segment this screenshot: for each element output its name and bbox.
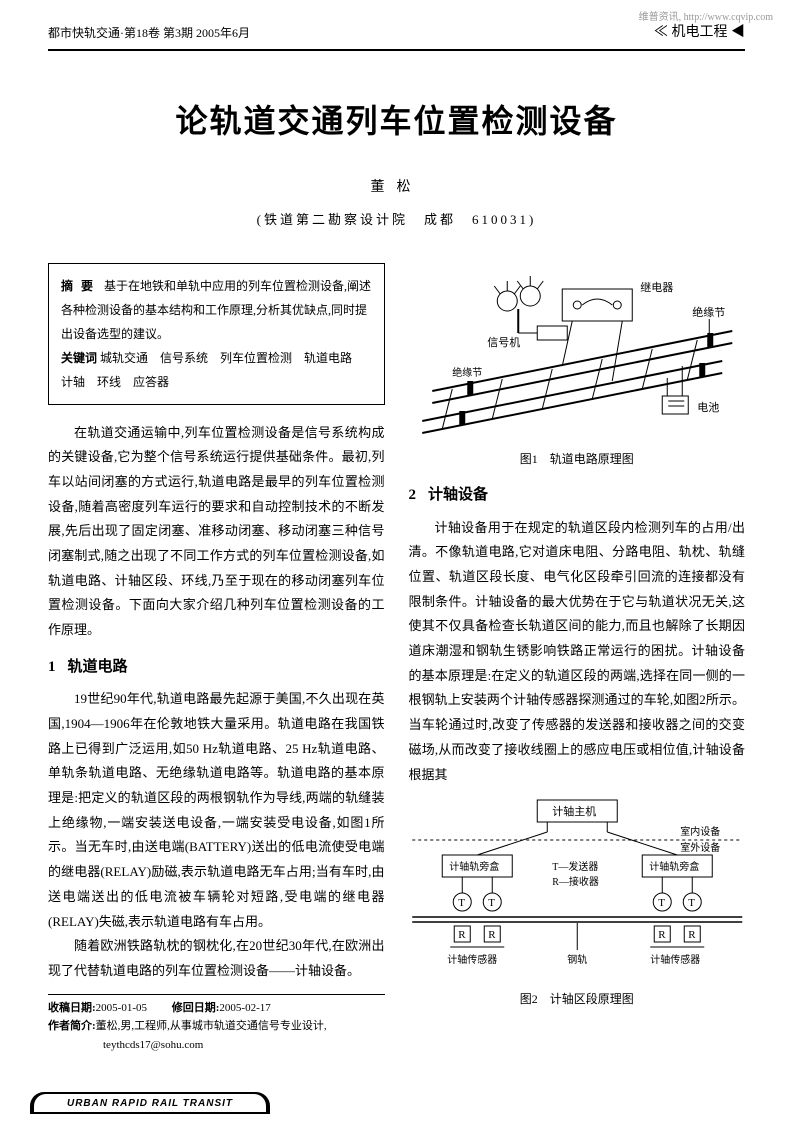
svg-text:R: R xyxy=(658,929,666,941)
footnote-author: 作者简介:董松,男,工程师,从事城市轨道交通信号专业设计, xyxy=(48,1017,385,1036)
abstract-label: 摘要 xyxy=(61,279,101,293)
section-2-text: 计轴设备 xyxy=(428,487,488,503)
svg-text:计轴主机: 计轴主机 xyxy=(552,804,596,818)
left-column: 摘要 基于在地铁和单轨中应用的列车位置检测设备,阐述各种检测设备的基本结构和工作… xyxy=(48,263,385,1055)
footnote: 收稿日期:2005-01-05 修回日期:2005-02-17 作者简介:董松,… xyxy=(48,999,385,1055)
abstract-text: 摘要 基于在地铁和单轨中应用的列车位置检测设备,阐述各种检测设备的基本结构和工作… xyxy=(61,274,372,346)
footnote-email: teythcds17@sohu.com xyxy=(48,1036,385,1055)
svg-text:T: T xyxy=(458,897,465,909)
s2-para-1: 计轴设备用于在规定的轨道区段内检测列车的占用/出清。不像轨道电路,它对道床电阻、… xyxy=(409,516,746,788)
section-1-num: 1 xyxy=(48,659,56,675)
svg-text:R: R xyxy=(688,929,696,941)
svg-text:电池: 电池 xyxy=(697,401,719,414)
footer-tab: URBAN RAPID RAIL TRANSIT xyxy=(30,1092,270,1114)
svg-text:R—接收器: R—接收器 xyxy=(552,875,599,888)
watermark: 维普资讯, http://www.cqvip.com xyxy=(639,8,773,27)
svg-text:信号机: 信号机 xyxy=(487,335,520,349)
svg-text:钢轨: 钢轨 xyxy=(567,953,587,966)
keywords-body: 城轨交通 信号系统 列车位置检测 轨道电路 计轴 环线 应答器 xyxy=(61,351,364,389)
s1-para-1: 19世纪90年代,轨道电路最先起源于美国,不久出现在英国,1904—1906年在… xyxy=(48,687,385,934)
section-1-title: 1 轨道电路 xyxy=(48,653,385,682)
content-columns: 摘要 基于在地铁和单轨中应用的列车位置检测设备,阐述各种检测设备的基本结构和工作… xyxy=(48,263,745,1055)
s1-para-2: 随着欧洲铁路轨枕的钢枕化,在20世纪30年代,在欧洲出现了代替轨道电路的列车位置… xyxy=(48,934,385,983)
svg-text:室内设备: 室内设备 xyxy=(680,825,720,838)
abstract-box: 摘要 基于在地铁和单轨中应用的列车位置检测设备,阐述各种检测设备的基本结构和工作… xyxy=(48,263,385,405)
section-2-title: 2 计轴设备 xyxy=(409,481,746,510)
paper-title: 论轨道交通列车位置检测设备 xyxy=(48,91,745,152)
svg-text:继电器: 继电器 xyxy=(640,281,673,294)
figure-1-caption: 图1 轨道电路原理图 xyxy=(409,448,746,471)
figure-2-caption: 图2 计轴区段原理图 xyxy=(409,988,746,1011)
footer-text: URBAN RAPID RAIL TRANSIT xyxy=(34,1094,266,1112)
figure-2-svg: 计轴主机 室内设备 室外设备 计轴轨旁盒 计轴轨旁盒 T—发送器 R— xyxy=(409,795,746,975)
figure-1-svg: 继电器 信号机 绝缘节 绝缘节 电池 xyxy=(409,271,746,436)
svg-text:绝缘节: 绝缘节 xyxy=(452,366,482,379)
intro-paragraph: 在轨道交通运输中,列车位置检测设备是信号系统构成的关键设备,它为整个信号系统运行… xyxy=(48,421,385,643)
section-2-num: 2 xyxy=(409,487,417,503)
author: 董松 xyxy=(48,175,745,202)
svg-text:室外设备: 室外设备 xyxy=(680,841,720,854)
keywords: 关键词 城轨交通 信号系统 列车位置检测 轨道电路 计轴 环线 应答器 xyxy=(61,346,372,394)
footnote-separator xyxy=(48,994,385,995)
svg-text:计轴传感器: 计轴传感器 xyxy=(447,953,497,966)
abstract-body: 基于在地铁和单轨中应用的列车位置检测设备,阐述各种检测设备的基本结构和工作原理,… xyxy=(61,279,371,341)
svg-text:绝缘节: 绝缘节 xyxy=(692,305,725,319)
svg-text:T: T xyxy=(658,897,665,909)
footnote-dates: 收稿日期:2005-01-05 修回日期:2005-02-17 xyxy=(48,999,385,1018)
svg-text:计轴轨旁盒: 计轴轨旁盒 xyxy=(649,860,699,873)
keywords-label: 关键词 xyxy=(61,351,97,365)
header-journal: 都市快轨交通·第18卷 第3期 2005年6月 xyxy=(48,22,250,45)
svg-text:计轴轨旁盒: 计轴轨旁盒 xyxy=(449,860,499,873)
affiliation: (铁道第二勘察设计院 成都 610031) xyxy=(48,208,745,233)
svg-text:T: T xyxy=(488,897,495,909)
section-1-text: 轨道电路 xyxy=(68,659,128,675)
svg-text:T—发送器: T—发送器 xyxy=(552,860,598,873)
svg-text:R: R xyxy=(458,929,466,941)
figure-1: 继电器 信号机 绝缘节 绝缘节 电池 xyxy=(409,271,746,471)
svg-text:计轴传感器: 计轴传感器 xyxy=(650,953,700,966)
svg-text:T: T xyxy=(688,897,695,909)
figure-2: 计轴主机 室内设备 室外设备 计轴轨旁盒 计轴轨旁盒 T—发送器 R— xyxy=(409,795,746,1010)
svg-text:R: R xyxy=(488,929,496,941)
right-column: 继电器 信号机 绝缘节 绝缘节 电池 xyxy=(409,263,746,1055)
